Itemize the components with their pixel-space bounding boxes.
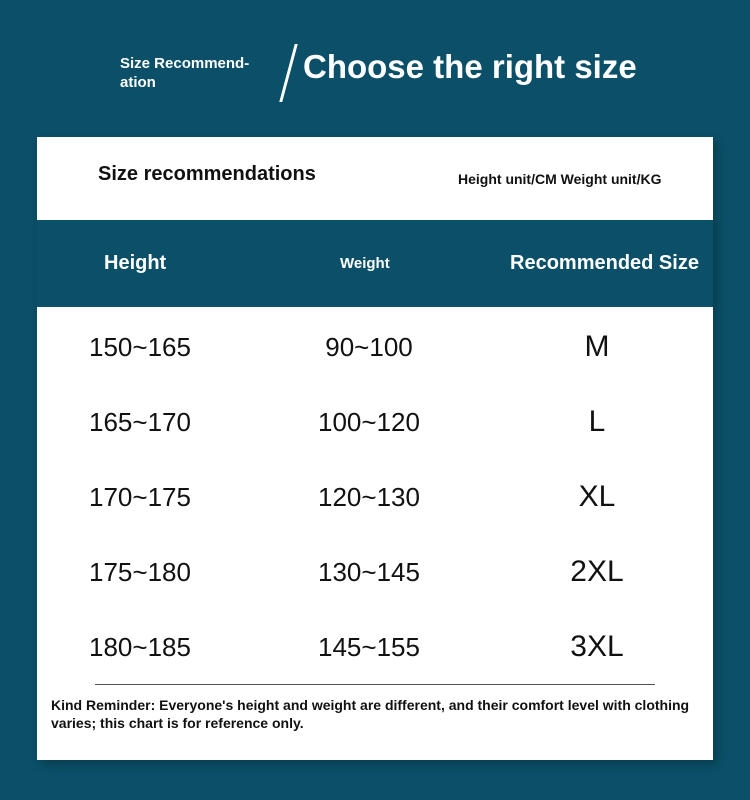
- card-title: Size recommendations: [98, 163, 316, 185]
- size-cell: 2XL: [570, 555, 624, 588]
- weight-cell: 100~120: [318, 407, 420, 437]
- table-row: 165~170 100~120 L: [37, 392, 713, 452]
- height-cell: 150~165: [89, 332, 191, 362]
- table-row: 150~165 90~100 M: [37, 317, 713, 377]
- units-label: Height unit/CM Weight unit/KG: [458, 171, 662, 187]
- weight-cell: 130~145: [318, 557, 420, 587]
- size-cell: L: [588, 405, 606, 438]
- kind-reminder: Kind Reminder: Everyone's height and wei…: [51, 697, 690, 731]
- weight-cell: 90~100: [325, 332, 413, 362]
- height-cell: 175~180: [89, 557, 191, 587]
- table-row: 180~185 145~155 3XL: [37, 617, 713, 677]
- table-header: Height Weight Recommended Size: [37, 220, 713, 307]
- height-cell: 180~185: [89, 632, 191, 662]
- slash-divider: [279, 44, 298, 102]
- column-height: Height: [104, 252, 167, 274]
- table-row: 170~175 120~130 XL: [37, 467, 713, 527]
- column-weight: Weight: [340, 255, 390, 272]
- page-title: Choose the right size: [303, 48, 637, 85]
- size-cell: XL: [578, 480, 616, 513]
- subtitle: Size Recommend-ation: [120, 55, 250, 91]
- height-cell: 165~170: [89, 407, 191, 437]
- height-cell: 170~175: [89, 482, 191, 512]
- table-row: 175~180 130~145 2XL: [37, 542, 713, 602]
- size-cell: M: [584, 330, 610, 363]
- weight-cell: 145~155: [318, 632, 420, 662]
- size-chart-card: Size recommendations Height unit/CM Weig…: [37, 137, 713, 760]
- size-cell: 3XL: [570, 630, 624, 663]
- column-recommended-size: Recommended Size: [510, 252, 699, 274]
- weight-cell: 120~130: [318, 482, 420, 512]
- divider: [95, 684, 655, 685]
